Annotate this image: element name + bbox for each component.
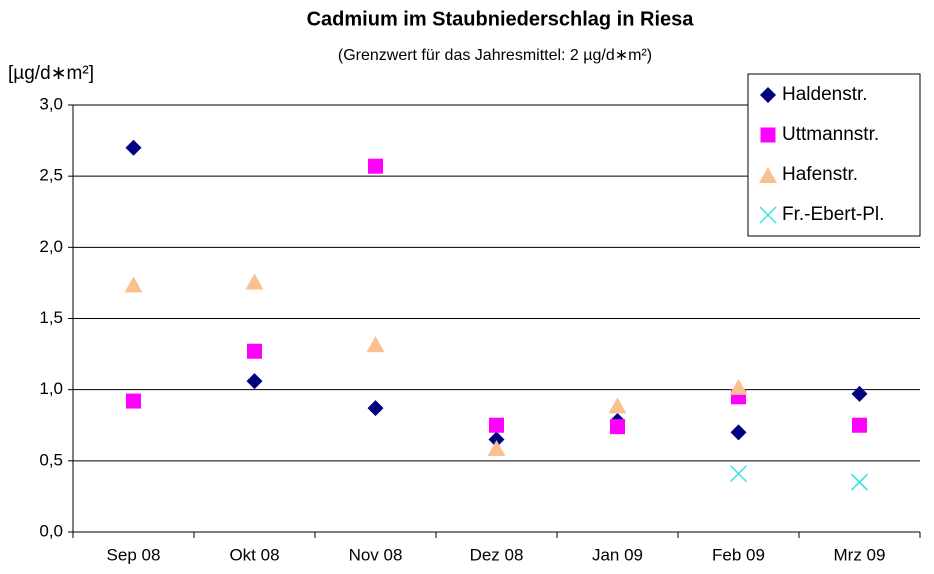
legend-box — [747, 73, 921, 237]
marker-diamond — [851, 385, 868, 402]
chart-subtitle: (Grenzwert für das Jahresmittel: 2 µg/d∗… — [338, 47, 652, 64]
marker-triangle — [487, 440, 506, 457]
legend-label: Hafenstr. — [782, 164, 858, 185]
x-tick-label: Sep 08 — [107, 545, 161, 564]
marker-triangle — [729, 378, 748, 395]
legend-label: Uttmannstr. — [782, 124, 879, 145]
legend-label: Fr.-Ebert-Pl. — [782, 204, 884, 225]
x-tick-label: Jan 09 — [592, 545, 643, 564]
y-axis-label: [µg/d∗m²] — [8, 63, 94, 84]
marker-square — [126, 393, 141, 409]
y-tick-label: 0,5 — [39, 450, 63, 469]
legend-label: Haldenstr. — [782, 84, 868, 105]
y-tick-label: 0,0 — [39, 521, 63, 540]
marker-square — [852, 417, 867, 433]
marker-triangle — [245, 273, 264, 290]
x-tick-label: Okt 08 — [229, 545, 279, 564]
y-tick-label: 1,0 — [39, 379, 63, 398]
marker-triangle — [366, 336, 385, 353]
marker-triangle — [759, 167, 777, 183]
y-tick-label: 3,0 — [39, 94, 63, 113]
marker-diamond — [246, 373, 263, 390]
marker-square — [247, 343, 262, 359]
chart-title: Cadmium im Staubniederschlag in Riesa — [307, 8, 695, 30]
marker-cross — [729, 465, 748, 483]
marker-cross — [759, 206, 777, 224]
marker-square — [489, 417, 504, 433]
marker-triangle — [608, 397, 627, 414]
y-tick-label: 2,5 — [39, 166, 63, 185]
marker-cross — [850, 473, 869, 491]
marker-triangle — [124, 276, 143, 293]
marker-square — [610, 419, 625, 435]
marker-diamond — [125, 139, 142, 156]
x-tick-label: Dez 08 — [470, 545, 524, 564]
marker-diamond — [488, 431, 505, 448]
marker-diamond — [367, 400, 384, 417]
marker-square — [760, 127, 776, 143]
x-tick-label: Nov 08 — [349, 545, 403, 564]
y-tick-label: 2,0 — [39, 237, 63, 256]
marker-square — [368, 158, 383, 174]
x-tick-label: Feb 09 — [712, 545, 765, 564]
marker-diamond — [730, 424, 747, 441]
x-tick-label: Mrz 09 — [834, 545, 886, 564]
y-tick-label: 1,5 — [39, 308, 63, 327]
marker-diamond — [760, 87, 776, 103]
